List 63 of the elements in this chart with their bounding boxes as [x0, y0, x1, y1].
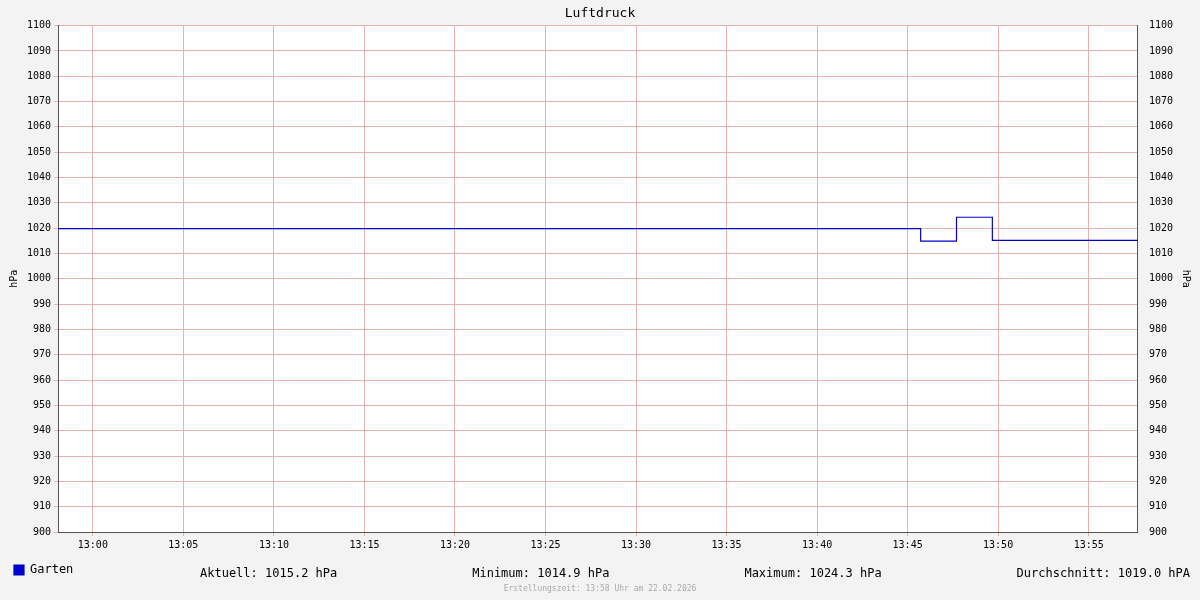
y-tick-label: 1070: [26, 95, 52, 107]
y-tick-label: 940: [33, 424, 52, 436]
y-tick-label: 1080: [26, 69, 52, 81]
text: Erstellungszeit: 13:58 Uhr am 22.02.2026: [502, 584, 698, 593]
y2-tick-label: 940: [1148, 424, 1167, 436]
y2-tick-label: 1070: [1148, 95, 1174, 107]
y-axis-title: hPa: [7, 269, 19, 288]
x-tick-label: 13:25: [530, 538, 561, 550]
x-tick-label: 13:30: [620, 538, 652, 550]
y2-tick-label: 1030: [1148, 196, 1174, 208]
y-tick-label: 960: [33, 373, 52, 385]
y2-tick-label: 930: [1148, 449, 1167, 461]
y-tick-label: 1020: [26, 221, 52, 233]
y-tick-label: 950: [33, 398, 52, 410]
y-tick-label: 930: [33, 449, 52, 461]
y2-tick-label: 1020: [1148, 221, 1174, 233]
y2-tick-label: 900: [1148, 525, 1167, 537]
y2-tick-label: 1060: [1148, 120, 1174, 132]
x-tick-label: 13:40: [802, 538, 833, 550]
y-tick-label: 970: [33, 348, 52, 360]
y2-axis-title: hPa: [1181, 269, 1193, 288]
x-tick-label: 13:45: [892, 538, 923, 550]
y-tick-label: 1000: [26, 272, 52, 284]
x-tick-label: 13:05: [168, 538, 199, 550]
y-tick-label: 1090: [26, 44, 52, 56]
y2-tick-label: 1090: [1148, 44, 1174, 56]
y2-tick-label: 990: [1148, 297, 1167, 309]
y2-tick-label: 910: [1148, 500, 1167, 512]
y-tick-label: 980: [33, 323, 52, 335]
y2-tick-label: 980: [1148, 323, 1167, 335]
x-tick-label: 13:50: [983, 538, 1014, 550]
text: Minimum: 1014.9 hPa: [472, 566, 610, 580]
y2-tick-label: 1100: [1148, 19, 1174, 31]
text: Maximum: 1024.3 hPa: [744, 566, 882, 580]
y2-tick-label: 1000: [1148, 272, 1174, 284]
y2-tick-label: 950: [1148, 398, 1167, 410]
x-tick-label: 13:20: [439, 538, 470, 550]
y-tick-label: 1050: [26, 145, 52, 157]
chart-title: Luftdruck: [564, 5, 636, 21]
y-tick-label: 1040: [26, 171, 52, 183]
text: Durchschnitt: 1019.0 hPA: [1016, 566, 1190, 580]
y-tick-label: 920: [33, 474, 52, 486]
y2-tick-label: 1040: [1148, 171, 1174, 183]
x-tick-label: 13:15: [349, 538, 380, 550]
y-tick-label: 1100: [26, 19, 52, 31]
x-tick-label: 13:10: [258, 538, 289, 550]
y2-tick-label: 960: [1148, 373, 1167, 385]
y-tick-label: 990: [33, 297, 52, 309]
y-tick-label: 1010: [26, 247, 52, 259]
y-tick-label: 1060: [26, 120, 52, 132]
x-tick-label: 13:55: [1073, 538, 1104, 550]
y2-tick-label: 1080: [1148, 69, 1174, 81]
x-tick-label: 13:00: [77, 538, 108, 550]
y2-tick-label: 920: [1148, 474, 1167, 486]
x-tick-label: 13:35: [711, 538, 742, 550]
y2-tick-label: 1050: [1148, 145, 1174, 157]
y-tick-label: 1030: [26, 196, 52, 208]
y2-tick-label: 970: [1148, 348, 1167, 360]
legend-label: Garten: [30, 562, 74, 577]
y2-tick-label: 1010: [1148, 247, 1174, 259]
y-tick-label: 900: [33, 525, 52, 537]
y-tick-label: 910: [33, 500, 52, 512]
text: Aktuell: 1015.2 hPa: [200, 566, 338, 580]
